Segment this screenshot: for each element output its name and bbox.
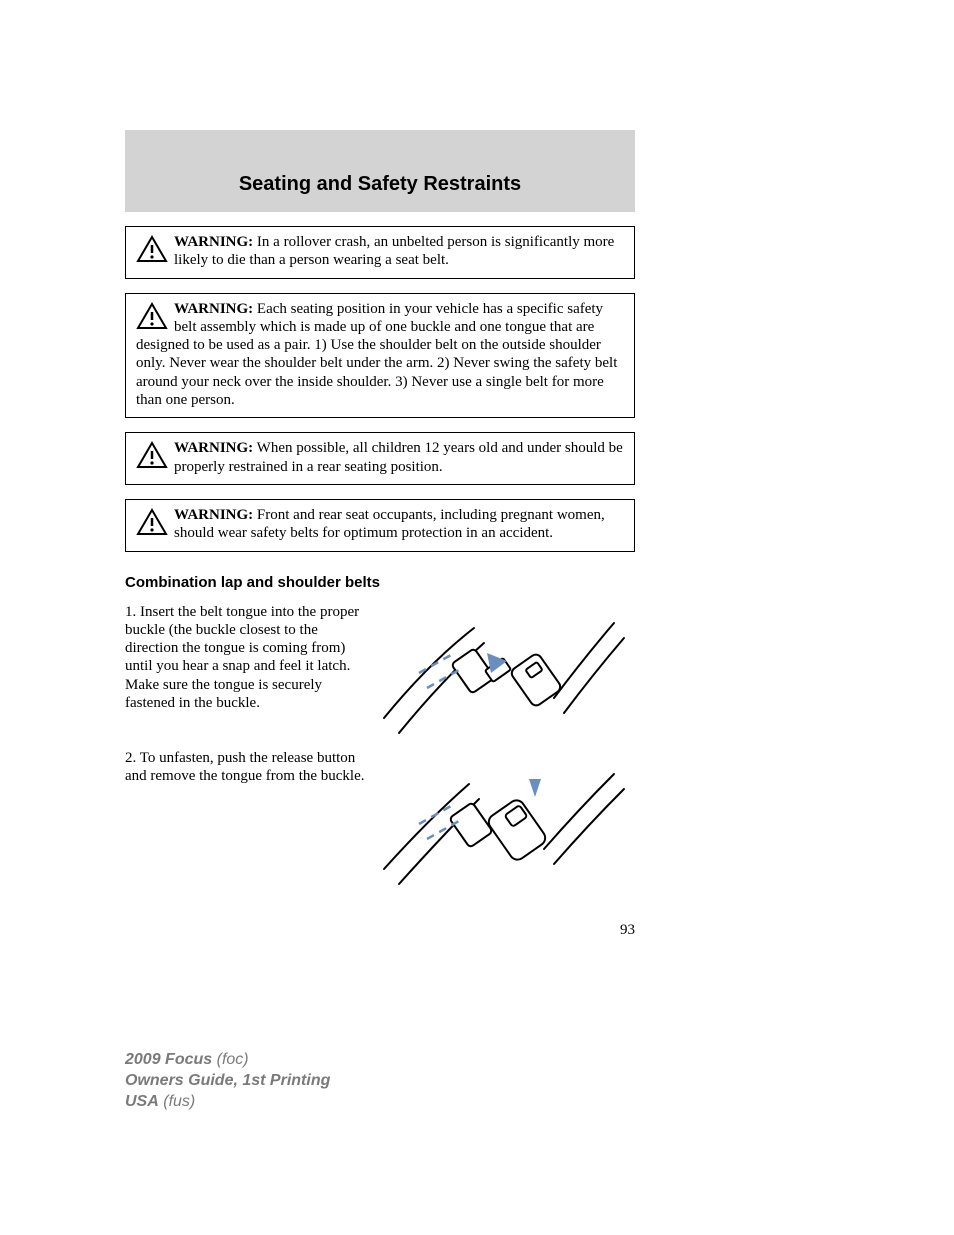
warning-label: WARNING: [174,301,253,317]
figure-fasten-belt [373,603,635,743]
warning-label: WARNING: [174,507,253,523]
footer-guide: Owners Guide, 1st Printing [125,1072,330,1089]
figure-unfasten-belt [373,749,635,899]
footer-model-code: (foc) [217,1051,249,1068]
chapter-title: Seating and Safety Restraints [239,173,521,196]
warning-triangle-icon [136,235,168,268]
instruction-row: 1. Insert the belt tongue into the prope… [125,603,635,743]
instruction-row: 2. To unfasten, push the release button … [125,749,635,899]
chapter-header-bar: Seating and Safety Restraints [125,130,635,212]
warning-triangle-icon [136,441,168,474]
seatbelt-fasten-illustration [379,603,629,743]
warning-triangle-icon [136,302,168,335]
page: Seating and Safety Restraints WARNING: I… [0,0,954,1235]
footer-imprint: 2009 Focus (foc) Owners Guide, 1st Print… [125,1050,330,1112]
warning-box: WARNING: Each seating position in your v… [125,293,635,419]
warning-label: WARNING: [174,234,253,250]
warning-label: WARNING: [174,440,253,456]
step-text: 2. To unfasten, push the release button … [125,749,365,899]
footer-region-code: (fus) [163,1093,195,1110]
footer-model: 2009 Focus [125,1051,212,1068]
warning-box: WARNING: When possible, all children 12 … [125,432,635,485]
warning-box: WARNING: In a rollover crash, an unbelte… [125,226,635,279]
section-subheading: Combination lap and shoulder belts [125,574,635,591]
seatbelt-unfasten-illustration [379,749,629,899]
arrow-down-icon [529,779,541,797]
step-text: 1. Insert the belt tongue into the prope… [125,603,365,743]
page-number: 93 [125,922,635,939]
warning-triangle-icon [136,508,168,541]
footer-region: USA [125,1093,159,1110]
warning-box: WARNING: Front and rear seat occupants, … [125,499,635,552]
content-column: Seating and Safety Restraints WARNING: I… [125,130,635,899]
